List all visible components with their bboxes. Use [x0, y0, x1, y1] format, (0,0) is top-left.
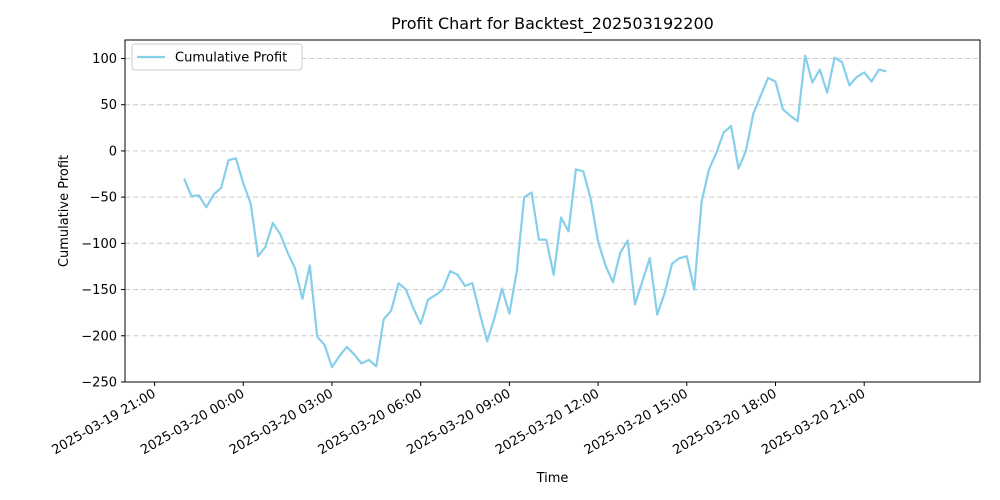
chart-title: Profit Chart for Backtest_202503192200 [391, 14, 714, 34]
legend-label: Cumulative Profit [175, 51, 287, 66]
y-tick-label: −100 [81, 237, 117, 252]
y-tick-label: 100 [92, 52, 117, 67]
legend-box [131, 43, 303, 71]
y-tick-label: −200 [81, 329, 117, 344]
x-axis-title: Time [536, 471, 569, 486]
y-tick-label: −250 [81, 376, 117, 391]
y-tick-label: 0 [109, 144, 117, 159]
y-tick-label: −50 [90, 191, 117, 206]
y-tick-label: 50 [100, 98, 117, 113]
plot-area-frame [124, 39, 981, 383]
y-axis: 100 50 0 −50 −100 −150 −200 −250 [81, 52, 125, 391]
y-axis-title: Cumulative Profit [57, 155, 72, 267]
grid [125, 57, 980, 337]
y-tick-label: −150 [81, 283, 117, 298]
legend: Cumulative Profit [131, 43, 303, 71]
cumulative-profit-line [183, 54, 887, 369]
